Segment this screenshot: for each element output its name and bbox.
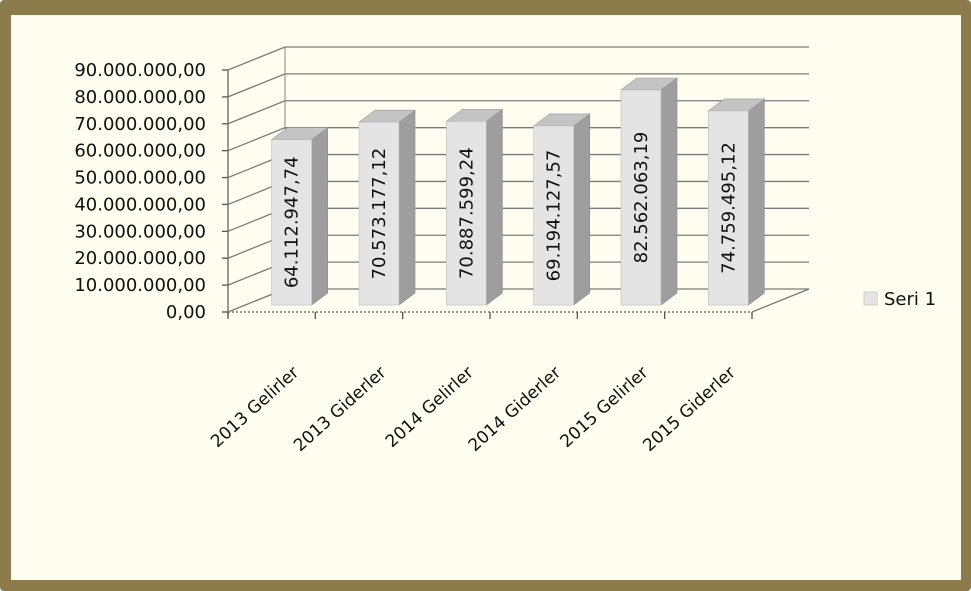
- x-tick-label: 2015 Gelirler: [557, 363, 653, 452]
- bar: 70.887.599,24: [445, 108, 504, 306]
- x-tick-label: 2015 Giderler: [639, 363, 739, 456]
- y-tick-label: 0,00: [166, 302, 206, 323]
- bar-front: [620, 89, 662, 306]
- bar: 64.112.947,74: [270, 127, 329, 306]
- bar-side: [311, 127, 328, 306]
- y-tick-label: 50.000.000,00: [74, 168, 206, 189]
- bar-data-label: 70.887.599,24: [456, 147, 477, 279]
- floor-right-edge: [751, 288, 810, 313]
- y-tick-label: 90.000.000,00: [74, 60, 206, 81]
- bar-side: [573, 113, 590, 306]
- x-tick-label: 2013 Giderler: [290, 363, 390, 456]
- bar-side: [748, 98, 765, 306]
- legend: Seri 1: [863, 289, 936, 310]
- y-tick-label: 20.000.000,00: [74, 248, 206, 269]
- bar-side: [660, 77, 678, 306]
- y-tick-labels: 0,00 10.000.000,00 20.000.000,00 30.000.000…: [74, 60, 206, 323]
- bar: 74.759.495,12: [707, 98, 766, 306]
- bar-data-label: 74.759.495,12: [718, 142, 739, 274]
- bar-data-label: 69.194.127,57: [544, 150, 565, 282]
- bar-data-label: 82.562.063,19: [631, 132, 652, 264]
- bar-side: [486, 108, 503, 306]
- bar-front: [533, 125, 574, 306]
- bar-front: [446, 121, 487, 306]
- y-tick-label: 40.000.000,00: [74, 194, 206, 215]
- bar-front: [271, 139, 312, 306]
- bar: 69.194.127,57: [532, 113, 591, 306]
- bar-data-label: 64.112.947,74: [282, 156, 303, 288]
- y-tick-label: 80.000.000,00: [74, 87, 206, 108]
- bars: 64.112.947,74 70.573.177,12 70.887.599,24 6…: [270, 77, 766, 306]
- bar: 70.573.177,12: [358, 109, 416, 306]
- gridline: [227, 46, 809, 71]
- x-tick-label: 2013 Gelirler: [207, 363, 303, 452]
- y-tick-label: 60.000.000,00: [74, 141, 206, 162]
- y-tick-label: 30.000.000,00: [74, 221, 206, 242]
- y-tick-label: 10.000.000,00: [74, 275, 206, 296]
- x-tick-label: 2014 Giderler: [465, 363, 565, 456]
- bar-front: [708, 110, 749, 306]
- bar-front: [358, 121, 400, 306]
- bar: 82.562.063,19: [620, 77, 678, 306]
- y-tick-label: 70.000.000,00: [74, 114, 206, 135]
- gridline: [227, 73, 809, 98]
- bar-side: [398, 109, 416, 306]
- legend-swatch: [863, 291, 878, 306]
- legend-label: Seri 1: [884, 289, 936, 310]
- bar-data-label: 70.573.177,12: [369, 148, 390, 280]
- x-tick-label: 2014 Gelirler: [382, 363, 478, 452]
